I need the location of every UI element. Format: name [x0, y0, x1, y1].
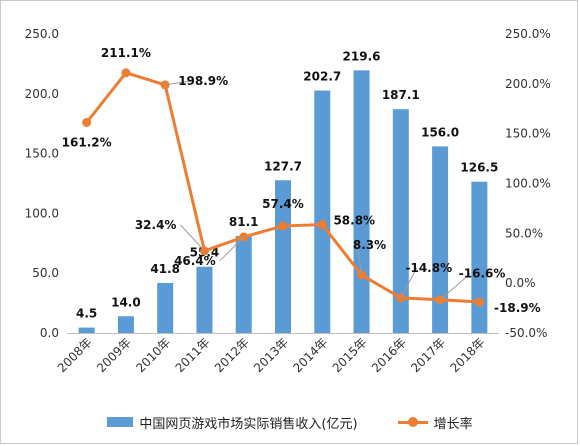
x-tick-label: 2018年 — [448, 335, 488, 375]
revenue-bar — [275, 180, 291, 333]
revenue-data-label: 156.0 — [421, 125, 459, 139]
x-tick-label: 2017年 — [408, 335, 448, 375]
revenue-bar — [353, 70, 370, 333]
growth-label-leader — [180, 224, 205, 252]
revenue-bar — [314, 90, 331, 333]
y-right-tick-label: 150.0% — [505, 127, 551, 141]
legend-label-revenue: 中国网页游戏市场实际销售收入(亿元) — [139, 416, 358, 432]
growth-label-leader — [439, 273, 471, 301]
y-right-tick-label: 0.0% — [505, 276, 536, 290]
growth-data-label: -16.6% — [459, 267, 506, 281]
revenue-data-label: 81.1 — [229, 215, 259, 229]
revenue-data-label: 4.5 — [76, 307, 97, 321]
growth-data-label: -14.8% — [406, 261, 453, 275]
x-tick-label: 2012年 — [212, 335, 252, 375]
growth-data-label: 211.1% — [101, 46, 151, 60]
growth-point — [82, 118, 92, 128]
revenue-bar — [432, 146, 449, 333]
growth-data-label: 198.9% — [178, 74, 228, 88]
growth-point — [278, 221, 288, 231]
y-left-tick-label: 150.0 — [25, 147, 59, 161]
growth-data-label: 32.4% — [135, 218, 177, 232]
growth-label-leader — [219, 236, 245, 262]
y-right-tick-label: 100.0% — [505, 177, 551, 191]
growth-data-label: 8.3% — [353, 238, 386, 252]
y-left-tick-label: 100.0 — [25, 206, 59, 220]
x-tick-label: 2009年 — [94, 335, 134, 375]
y-right-tick-label: 200.0% — [505, 77, 551, 91]
growth-point — [474, 297, 484, 307]
growth-point — [317, 220, 327, 230]
growth-label-leader — [357, 244, 363, 275]
growth-label-leader — [400, 267, 418, 299]
x-tick-label: 2015年 — [330, 335, 370, 375]
revenue-data-label: 202.7 — [303, 70, 341, 84]
revenue-bar — [78, 327, 95, 333]
legend-item-growth: 增长率 — [397, 413, 473, 432]
x-tick-label: 2010年 — [133, 335, 173, 375]
growth-data-label: 46.4% — [174, 254, 216, 268]
x-tick-label: 2011年 — [173, 335, 213, 375]
y-left-tick-label: 50.0 — [32, 266, 59, 280]
chart-legend: 中国网页游戏市场实际销售收入(亿元) 增长率 — [0, 410, 580, 434]
y-left-tick-label: 250.0 — [25, 27, 59, 41]
x-tick-label: 2014年 — [290, 335, 330, 375]
revenue-bar — [235, 236, 252, 333]
revenue-data-label: 219.6 — [343, 49, 381, 63]
y-right-tick-label: 50.0% — [505, 226, 543, 240]
y-left-tick-label: 200.0 — [25, 87, 59, 101]
y-right-tick-label: -50.0% — [505, 326, 547, 340]
growth-label-leader — [165, 80, 192, 86]
revenue-bar — [157, 283, 174, 333]
revenue-bar — [117, 316, 134, 333]
y-right-tick-label: 250.0% — [505, 27, 551, 41]
growth-data-label: 161.2% — [62, 136, 112, 150]
growth-data-label: 58.8% — [333, 214, 375, 228]
revenue-bar — [196, 266, 213, 333]
growth-data-label: -18.9% — [494, 301, 541, 315]
revenue-data-label: 14.0 — [111, 295, 141, 309]
revenue-data-label: 126.5 — [460, 161, 498, 175]
legend-item-revenue: 中国网页游戏市场实际销售收入(亿元) — [107, 413, 358, 432]
revenue-data-label: 41.8 — [150, 262, 180, 276]
revenue-bar — [392, 109, 409, 334]
x-tick-label: 2013年 — [251, 335, 291, 375]
revenue-data-label: 127.7 — [264, 159, 302, 173]
legend-label-growth: 增长率 — [433, 416, 473, 432]
growth-point — [121, 68, 131, 78]
legend-bar-swatch — [107, 417, 134, 427]
growth-data-label: 57.4% — [262, 197, 304, 211]
revenue-bar — [471, 181, 488, 333]
x-tick-label: 2016年 — [369, 335, 409, 375]
y-left-tick-label: 0.0 — [40, 326, 59, 340]
x-tick-label: 2008年 — [55, 335, 95, 375]
legend-line-swatch — [397, 416, 428, 428]
revenue-data-label: 187.1 — [382, 88, 420, 102]
